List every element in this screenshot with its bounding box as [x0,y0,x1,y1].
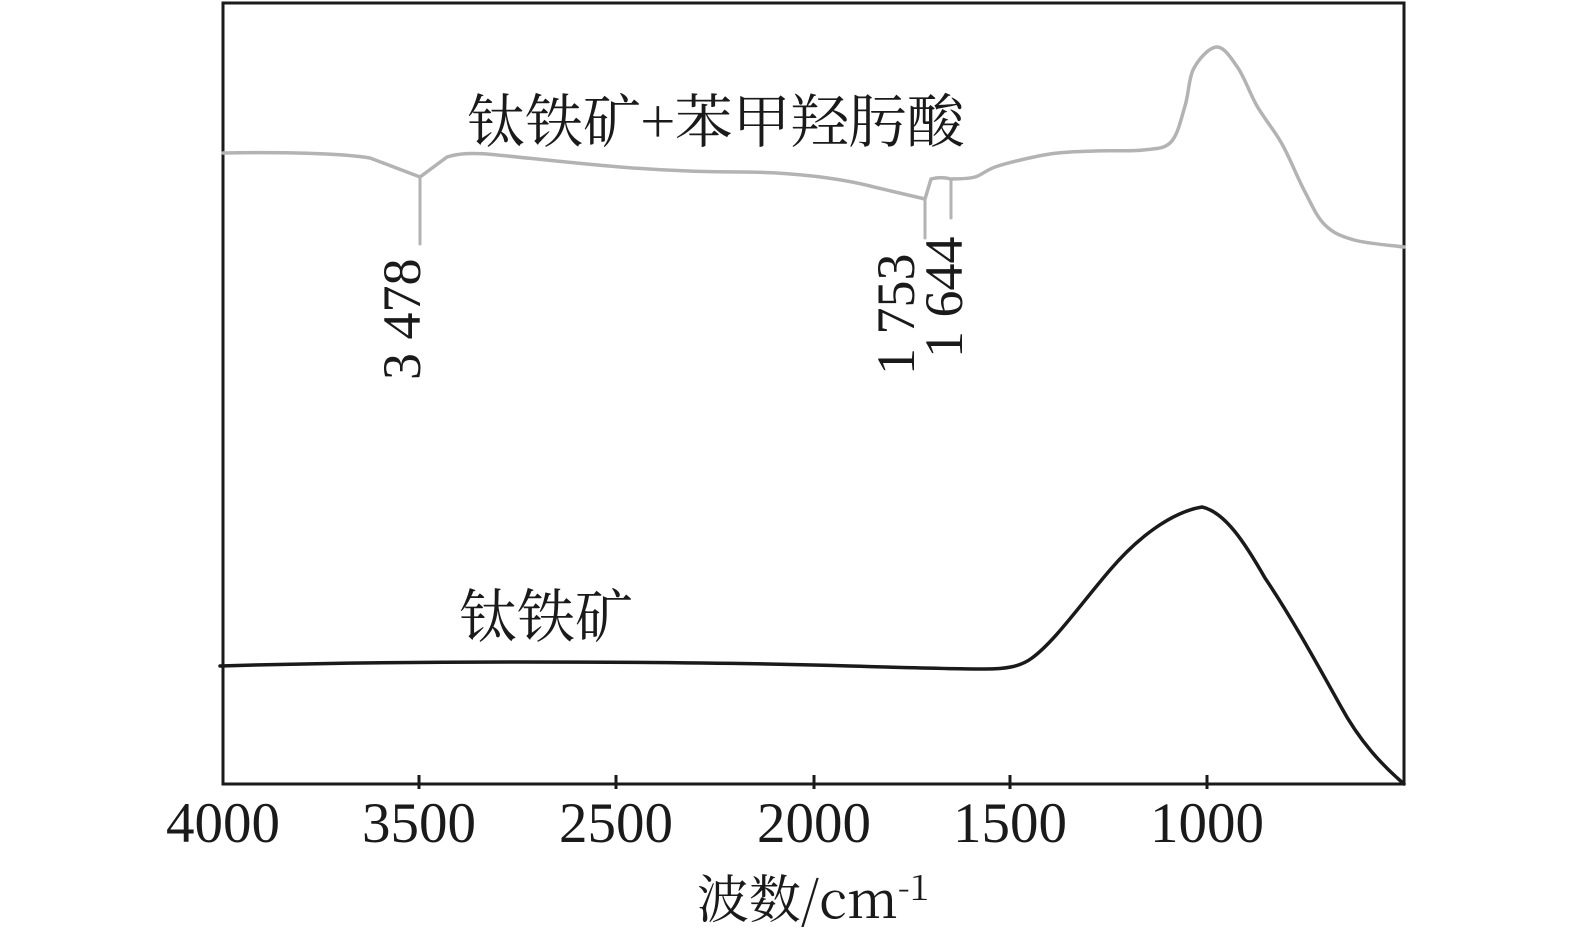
svg-text:2000: 2000 [757,792,871,855]
svg-text:1500: 1500 [953,792,1067,855]
svg-text:4000: 4000 [166,792,280,855]
svg-text:2500: 2500 [559,792,673,855]
svg-text:钛铁矿+苯甲羟肟酸: 钛铁矿+苯甲羟肟酸 [467,75,966,159]
svg-text:3500: 3500 [362,792,476,855]
svg-text:钛铁矿: 钛铁矿 [459,570,633,654]
svg-text:1 644: 1 644 [914,237,974,359]
svg-text:波数/cm-1: 波数/cm-1 [697,858,929,933]
svg-text:3 478: 3 478 [372,259,432,381]
svg-text:1000: 1000 [1150,792,1264,855]
